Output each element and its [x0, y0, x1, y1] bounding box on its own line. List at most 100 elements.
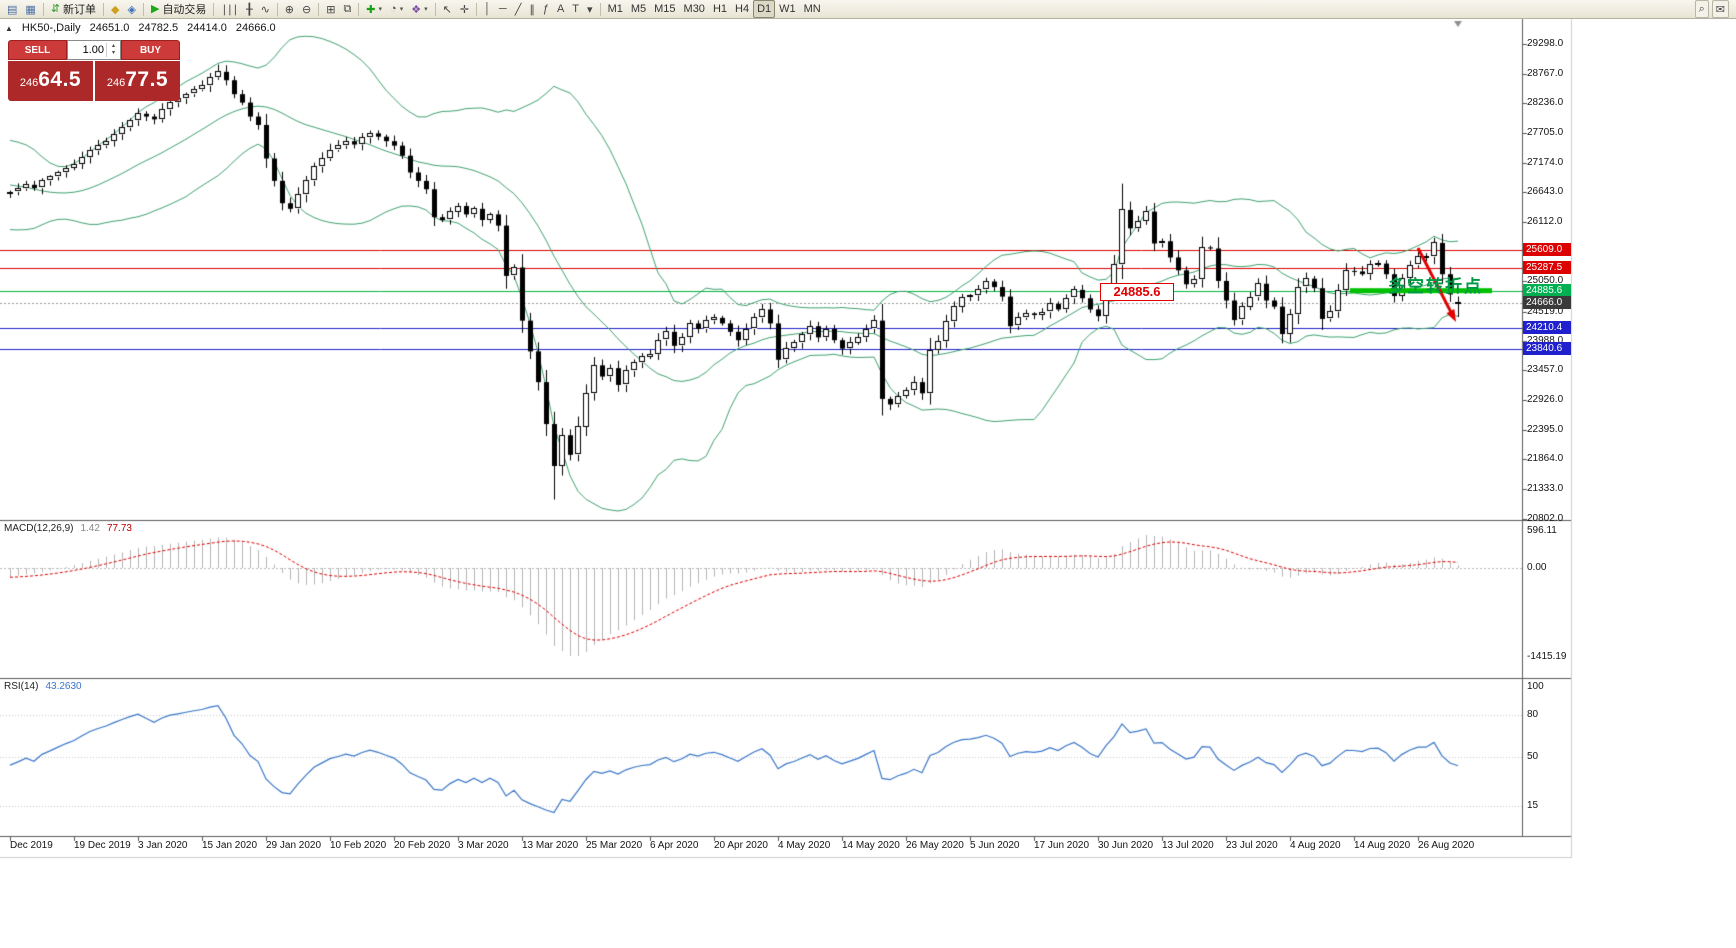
date-axis-label: 20 Apr 2020: [714, 840, 768, 851]
date-axis-label: 17 Jun 2020: [1034, 840, 1090, 851]
text-icon[interactable]: A: [556, 3, 565, 15]
new-order-icon: ⇵: [50, 2, 61, 15]
cascade-windows-icon[interactable]: ⧉: [343, 2, 352, 15]
indicators-button[interactable]: ✚ ▾: [366, 3, 383, 16]
price-axis-label: 29298.0: [1527, 38, 1564, 49]
new-chart-icon[interactable]: ▤: [7, 3, 18, 16]
chart-line-icon[interactable]: ∿: [260, 3, 270, 16]
timeframe-mn[interactable]: MN: [803, 3, 821, 15]
buy-price-small-digits: 246: [106, 77, 126, 89]
price-line-badge: 23840.6: [1523, 342, 1571, 355]
price-axis-label: 21864.0: [1527, 453, 1564, 464]
buy-price-display[interactable]: 246 77.5: [95, 61, 180, 101]
price-axis-label: 27174.0: [1527, 157, 1564, 168]
lot-size-box: ▴ ▾: [67, 40, 121, 60]
lot-increase-icon[interactable]: ▴: [111, 43, 115, 49]
macd-axis-label: 596.11: [1527, 525, 1557, 536]
templates-button[interactable]: ❖ ▾: [411, 3, 428, 16]
symbol-period-label: HK50-,Daily: [21, 22, 81, 34]
crosshair-icon[interactable]: ✛: [459, 3, 470, 16]
turning-point-annotation[interactable]: 多空转折点: [1388, 277, 1483, 296]
lot-spinner: ▴ ▾: [106, 43, 120, 57]
label-icon[interactable]: T: [572, 3, 580, 15]
vertical-line-icon[interactable]: │: [484, 3, 491, 15]
price-axis-label: 26112.0: [1527, 216, 1563, 227]
community-chat-icon[interactable]: ✉: [1711, 0, 1729, 18]
toolbar-divider: [276, 2, 278, 16]
price-annotation-box[interactable]: 24885.6: [1100, 283, 1174, 301]
date-axis-label: 29 Jan 2020: [266, 840, 322, 851]
buy-price-big-digits: 77.5: [125, 68, 169, 91]
timeframe-m1[interactable]: M1: [607, 3, 623, 15]
toolbar-divider: [599, 2, 601, 16]
price-axis-label: 25050.0: [1527, 275, 1564, 286]
date-axis-label: 15 Jan 2020: [202, 840, 258, 851]
timeframe-w1[interactable]: W1: [779, 3, 796, 15]
toolbar-right-group: ⌕ ✉: [1694, 0, 1729, 18]
zoom-in-icon[interactable]: ⊕: [284, 3, 294, 16]
tile-windows-icon[interactable]: ⊞: [326, 3, 336, 16]
toolbar-divider: [476, 2, 478, 16]
toolbar-divider: [358, 2, 360, 16]
channel-icon[interactable]: ∥: [529, 3, 535, 16]
date-axis-label: 4 May 2020: [778, 840, 831, 851]
timeframe-h1[interactable]: H1: [712, 3, 727, 15]
auto-trading-icon: ▶: [150, 2, 160, 15]
auto-trading-button[interactable]: ▶ 自动交易: [147, 0, 210, 18]
price-line-badge: 24666.0: [1523, 296, 1571, 309]
rsi-indicator-label: RSI(14): [4, 681, 39, 692]
rsi-indicator-header: RSI(14) 43.2630: [4, 681, 82, 692]
date-axis-label: 26 Aug 2020: [1418, 840, 1475, 851]
search-icon[interactable]: ⌕: [1694, 0, 1709, 18]
chart-profiles-icon[interactable]: ▦: [25, 3, 36, 16]
horizontal-line-icon[interactable]: ─: [498, 3, 507, 15]
date-axis-label: 13 Mar 2020: [522, 840, 579, 851]
sell-button[interactable]: SELL: [8, 40, 67, 60]
date-axis-label: 14 May 2020: [842, 840, 900, 851]
dropdown-arrow-icon: ▾: [424, 6, 428, 13]
zoom-out-icon[interactable]: ⊖: [302, 3, 312, 16]
scripts-icon[interactable]: ◈: [127, 3, 136, 16]
new-order-button-label: 新订单: [63, 4, 97, 16]
fibonacci-icon[interactable]: ƒ: [542, 3, 549, 15]
price-axis-label: 28236.0: [1527, 97, 1564, 108]
price-axis-label: 20802.0: [1527, 513, 1564, 524]
periods-button[interactable]: ◔ ▾: [390, 3, 404, 15]
price-axis-label: 27705.0: [1527, 127, 1564, 138]
timeframe-m15[interactable]: M15: [654, 3, 676, 15]
trendline-icon[interactable]: ╱: [514, 3, 522, 16]
timeframe-m5[interactable]: M5: [630, 3, 647, 15]
toolbar-divider: [434, 2, 436, 16]
cursor-icon[interactable]: ↖: [442, 3, 452, 16]
toolbar: ▤ ▦ ⇵ 新订单 ◆ ◈ ▶ 自动交易 ∣∣∣ ╂ ∿ ⊕ ⊖ ⊞ ⧉ ✚ ▾ ◔ ▾ ❖ ▾ ↖ ✛ │ ─ ╱ ∥ ƒ A T ▾ M1…: [0, 0, 1736, 19]
toolbar-divider: [318, 2, 320, 16]
chart-candles-icon[interactable]: ╂: [245, 3, 253, 16]
price-axis-label: 22926.0: [1527, 394, 1564, 405]
date-axis-label: 13 Jul 2020: [1162, 840, 1214, 851]
sell-price-display[interactable]: 246 64.5: [8, 61, 93, 101]
price-line-badge: 24210.4: [1523, 321, 1571, 334]
toolbar-divider: [213, 2, 215, 16]
price-axis-label: 24519.0: [1527, 306, 1564, 317]
timeframe-m30[interactable]: M30: [683, 3, 705, 15]
timeframe-h4[interactable]: H4: [735, 3, 750, 15]
buy-button[interactable]: BUY: [121, 40, 180, 60]
expert-advisors-icon[interactable]: ◆: [111, 3, 120, 16]
lot-size-input[interactable]: [68, 44, 106, 56]
one-click-collapse-icon[interactable]: ▲: [5, 23, 13, 33]
open-value: 24651.0: [89, 22, 130, 34]
price-line-badge: 24885.6: [1523, 284, 1571, 297]
shapes-dropdown-icon[interactable]: ▾: [587, 3, 593, 16]
timeframe-d1[interactable]: D1: [753, 0, 776, 18]
lot-decrease-icon[interactable]: ▾: [111, 50, 115, 56]
date-axis-label: 5 Jun 2020: [970, 840, 1020, 851]
chart-bars-icon[interactable]: ∣∣∣: [221, 3, 238, 16]
new-order-button[interactable]: ⇵ 新订单: [47, 0, 100, 18]
auto-trading-button-label: 自动交易: [162, 4, 207, 16]
date-axis-label: 6 Apr 2020: [650, 840, 699, 851]
date-axis-label: 19 Dec 2019: [74, 840, 131, 851]
